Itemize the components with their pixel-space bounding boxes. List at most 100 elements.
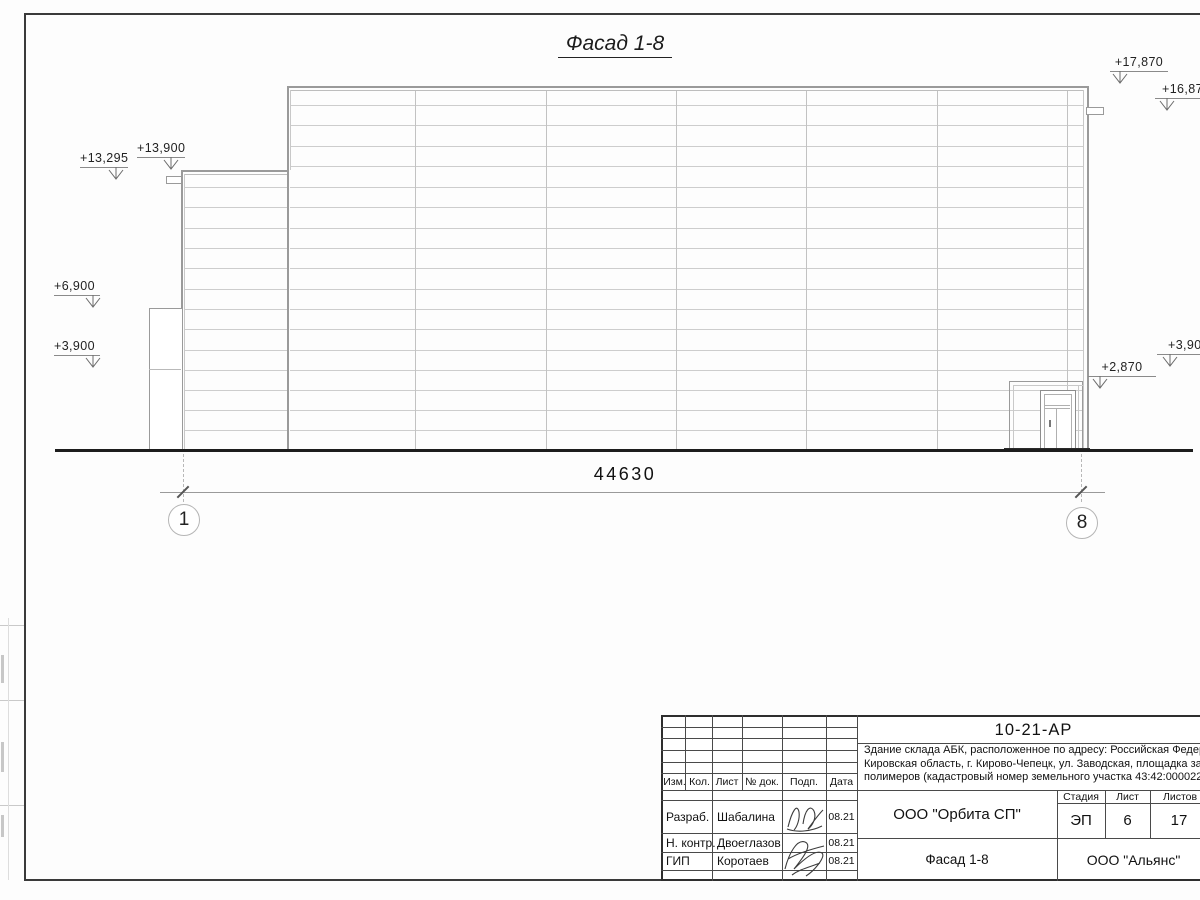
panel-line: [290, 430, 1084, 431]
panel-line: [290, 207, 1084, 208]
elevation-arrow-icon: [1112, 71, 1128, 84]
tb-header-podp: Подп.: [790, 775, 818, 788]
wall-edge-inner: [290, 90, 291, 170]
panel-line: [184, 289, 287, 290]
tb-project-description: Здание склада АБК, расположенное по адре…: [864, 744, 1200, 785]
extension-line: [1081, 454, 1082, 502]
titleblock-vline: [712, 715, 713, 881]
titleblock-hline: [661, 738, 857, 739]
elevation-mark-6900: +6,900: [54, 279, 101, 308]
elevation-label: +13,900: [137, 141, 186, 155]
tb-sheet-title: Фасад 1-8: [925, 852, 989, 867]
panel-line: [290, 228, 1084, 229]
axis-number: 8: [1076, 512, 1088, 533]
title-block: Изм. Кол. Лист № док. Подп. Дата Разраб.…: [661, 715, 1200, 881]
titleblock-hline: [857, 838, 1200, 839]
panel-line: [184, 248, 287, 249]
panel-line: [184, 268, 287, 269]
tb-name: Двоеглазов: [717, 835, 781, 850]
panel-line: [184, 309, 287, 310]
titleblock-vline: [826, 715, 827, 881]
tb-role: Н. контр.: [666, 835, 716, 850]
wall-edge-inner: [1083, 90, 1084, 450]
door-leaf-split: [1056, 408, 1057, 450]
elevation-mark-2870: +2,870: [1088, 360, 1156, 389]
titleblock-hline: [661, 762, 857, 763]
drawing-title: Фасад 1-8: [500, 32, 730, 58]
tb-header-kol: Кол.: [689, 775, 710, 788]
panel-line: [184, 430, 287, 431]
elevation-arrow-icon: [108, 167, 124, 180]
panel-line: [290, 370, 1084, 371]
sheet-frame-top: [24, 13, 1200, 15]
elevation-arrow-icon: [85, 295, 101, 308]
elevation-arrow-icon: [163, 157, 179, 170]
door-handle: [1049, 420, 1051, 427]
wall-edge: [287, 86, 289, 450]
wall-edge-inner: [184, 174, 185, 450]
panel-line: [290, 125, 1084, 126]
panel-line: [290, 390, 1084, 391]
tb-role: Разраб.: [666, 809, 710, 824]
signature-scribble: [786, 807, 824, 832]
tb-description-line: Кировская область, г. Кирово-Чепецк, ул.…: [864, 757, 1200, 770]
titleblock-border: [661, 715, 663, 881]
panel-line: [184, 207, 287, 208]
sheet-frame-left: [24, 13, 26, 881]
margin-table-line: [8, 618, 9, 880]
titleblock-vline: [1105, 790, 1106, 838]
panel-line: [290, 187, 1084, 188]
dimension-line: [160, 492, 1105, 493]
elevation-mark-3900-right: +3,90: [1157, 338, 1200, 367]
elevation-arrow-icon: [1162, 354, 1178, 367]
tb-description-line: полимеров (кадастровый номер земельного …: [864, 771, 1200, 783]
panel-joint-line: [1067, 90, 1068, 449]
tb-organization: ООО "Орбита СП": [893, 805, 1021, 823]
parapet-cap: [184, 174, 287, 175]
extension-line: [183, 454, 184, 502]
tb-header-izm: Изм.: [663, 775, 686, 788]
axis-bubble-8: 8: [1066, 507, 1098, 539]
panel-line: [290, 268, 1084, 269]
tb-role: ГИП: [666, 854, 690, 868]
titleblock-hline: [661, 727, 857, 728]
panel-line: [290, 350, 1084, 351]
wall-ledge: [166, 176, 182, 184]
tb-name: Шабалина: [717, 809, 775, 824]
titleblock-border: [661, 879, 1200, 881]
tb-date: 08.21: [828, 855, 855, 867]
margin-table-line: [0, 700, 24, 701]
panel-line: [184, 187, 287, 188]
panel-line: [184, 370, 287, 371]
tb-sheet-number: 6: [1123, 812, 1132, 829]
door-transom: [1044, 405, 1070, 406]
margin-table-line: [0, 625, 24, 626]
parapet-top: [181, 170, 287, 172]
titleblock-hline: [661, 870, 857, 871]
margin-table-line: [0, 805, 24, 806]
tb-sheet-header: Лист: [1116, 790, 1139, 803]
panel-line: [290, 248, 1084, 249]
panel-line: [184, 329, 287, 330]
panel-line: [184, 410, 287, 411]
elevation-mark-3900-left: +3,900: [54, 339, 101, 368]
tb-name: Коротаев: [717, 854, 769, 868]
titleblock-vline: [742, 715, 743, 790]
tb-stage-value: ЭП: [1070, 812, 1092, 829]
roof-ledge: [1086, 107, 1104, 115]
panel-joint-line: [415, 90, 416, 449]
titleblock-vline: [1150, 790, 1151, 838]
elevation-label: +16,87: [1162, 82, 1200, 96]
porch-post-inner: [1078, 385, 1079, 450]
elevation-mark-13900: +13,900: [137, 141, 186, 170]
titleblock-hline: [661, 750, 857, 751]
annex-level-line: [149, 369, 181, 370]
porch-canopy: [1009, 381, 1083, 382]
elevation-arrow-icon: [85, 355, 101, 368]
titleblock-hline: [661, 790, 1200, 791]
panel-line: [184, 228, 287, 229]
panel-joint-line: [806, 90, 807, 449]
sheet-frame-bottom: [24, 879, 1200, 881]
porch-post-inner: [1013, 385, 1014, 450]
